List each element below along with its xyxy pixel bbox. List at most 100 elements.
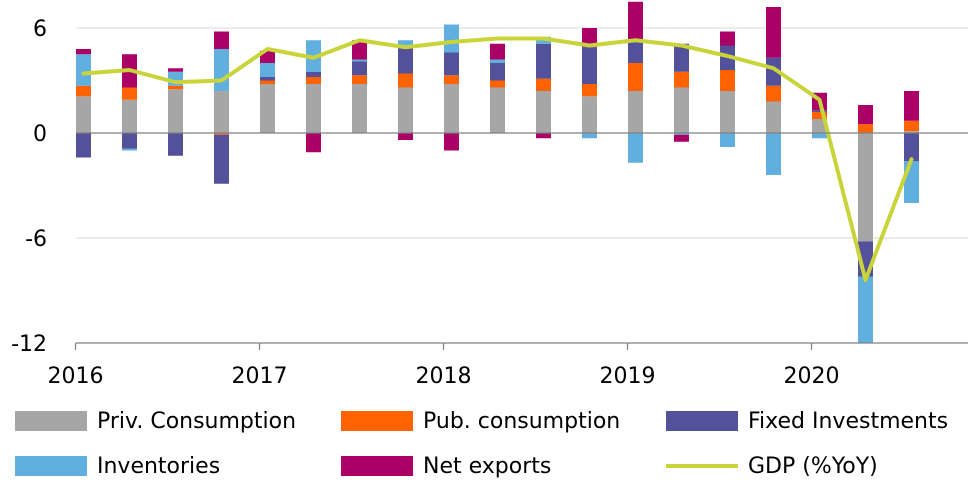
x-tick-label-2018: 2018 — [416, 364, 472, 389]
bar-segment-pub-consumption — [858, 124, 873, 133]
legend-swatch — [666, 411, 738, 431]
bar-segment-inventories — [720, 133, 735, 147]
bar-segment-inventories — [490, 59, 505, 63]
bar-segment-net-exports — [904, 91, 919, 121]
bar-segment-inventories — [766, 133, 781, 175]
y-tick-label: -6 — [25, 227, 47, 252]
bar-segment-pub-consumption — [674, 71, 689, 88]
y-tick-label: 6 — [33, 17, 47, 42]
bar-segment-inventories — [812, 133, 827, 139]
bar-segment-inventories — [214, 49, 229, 91]
bar-segment-fixed-investments — [76, 133, 91, 158]
legend-item-priv-consumption: Priv. Consumption — [15, 406, 296, 436]
bar-segment-fixed-investments — [352, 61, 367, 76]
bar-segment-inventories — [398, 40, 413, 48]
bar-segment-priv-consumption — [76, 96, 91, 133]
bar-segment-pub-consumption — [536, 78, 551, 91]
bar-segment-fixed-investments — [812, 110, 827, 112]
bar-segment-fixed-investments — [122, 133, 137, 149]
gridlines — [76, 27, 968, 344]
legend-item-pub-consumption: Pub. consumption — [341, 406, 620, 436]
bar-segment-fixed-investments — [582, 47, 597, 84]
bar-segment-priv-consumption — [214, 91, 229, 133]
bar-segment-net-exports — [720, 31, 735, 46]
legend-item-inventories: Inventories — [15, 451, 220, 481]
legend-item-net-exports: Net exports — [341, 451, 551, 481]
bar-segment-pub-consumption — [812, 112, 827, 119]
legend-line-swatch — [666, 464, 738, 468]
bar-segment-pub-consumption — [306, 77, 321, 84]
bar-segment-inventories — [674, 133, 689, 135]
bar-segment-net-exports — [674, 134, 689, 142]
bar-segment-priv-consumption — [168, 89, 183, 133]
bar-segment-priv-consumption — [352, 84, 367, 133]
stacked-bars — [76, 1, 919, 343]
gdp-line-layer — [81, 36, 914, 282]
bar-segment-priv-consumption — [260, 84, 275, 133]
bar-segment-pub-consumption — [352, 75, 367, 84]
legend-label: Inventories — [97, 453, 221, 479]
legend-item-gdp-yoy: GDP (%YoY) — [666, 451, 878, 481]
bar-segment-inventories — [628, 133, 643, 163]
bar-segment-priv-consumption — [536, 91, 551, 133]
bar-segment-priv-consumption — [904, 131, 919, 133]
bar-segment-pub-consumption — [582, 84, 597, 97]
bar-segment-inventories — [122, 148, 137, 151]
legend-label: Pub. consumption — [423, 408, 621, 434]
bar-segment-priv-consumption — [674, 87, 689, 133]
bar-segment-net-exports — [444, 133, 459, 151]
bar-segment-net-exports — [306, 133, 321, 153]
bar-segment-net-exports — [76, 49, 91, 55]
bar-segment-fixed-investments — [306, 71, 321, 77]
bar-segment-pub-consumption — [398, 73, 413, 88]
bar-segment-inventories — [582, 133, 597, 139]
bar-segment-fixed-investments — [260, 77, 275, 81]
bar-segment-pub-consumption — [720, 70, 735, 91]
bar-segment-net-exports — [168, 68, 183, 72]
bar-segment-net-exports — [398, 133, 413, 140]
bar-segment-pub-consumption — [214, 133, 229, 135]
bar-segment-priv-consumption — [766, 101, 781, 133]
y-tick-label: -12 — [11, 332, 47, 357]
bar-segment-net-exports — [858, 105, 873, 125]
axes — [74, 132, 968, 350]
bar-segment-priv-consumption — [306, 84, 321, 133]
legend-label: GDP (%YoY) — [748, 453, 878, 479]
bar-segment-pub-consumption — [444, 75, 459, 84]
legend-swatch — [341, 456, 413, 476]
x-tick-label-2017: 2017 — [232, 364, 288, 389]
bar-segment-fixed-investments — [398, 47, 413, 74]
bar-segment-fixed-investments — [444, 52, 459, 76]
bar-segment-pub-consumption — [260, 80, 275, 84]
bar-segment-fixed-investments — [628, 42, 643, 63]
bar-segment-pub-consumption — [122, 87, 137, 100]
bar-segment-net-exports — [582, 28, 597, 48]
bar-segment-priv-consumption — [628, 91, 643, 133]
bar-segment-inventories — [76, 54, 91, 86]
bar-segment-inventories — [904, 161, 919, 203]
bar-segment-fixed-investments — [168, 133, 183, 156]
bar-segment-pub-consumption — [766, 85, 781, 102]
bar-segment-pub-consumption — [904, 120, 919, 132]
bar-segment-fixed-investments — [766, 57, 781, 86]
bar-segment-inventories — [858, 276, 873, 343]
tick-labels: 2016 2017 2018 2019 2020 6 0 -6 -12 — [11, 17, 839, 389]
bar-segment-inventories — [352, 59, 367, 62]
bar-segment-priv-consumption — [720, 91, 735, 133]
gdp-contribution-chart: 2016 2017 2018 2019 2020 6 0 -6 -12 — [11, 1, 968, 389]
legend-swatch — [15, 411, 87, 431]
bar-segment-inventories — [260, 63, 275, 77]
bar-segment-pub-consumption — [168, 85, 183, 90]
bar-segment-fixed-investments — [214, 134, 229, 184]
bar-segment-inventories — [444, 24, 459, 53]
bar-segment-pub-consumption — [628, 63, 643, 91]
bar-segment-net-exports — [490, 43, 505, 60]
bar-segment-net-exports — [214, 31, 229, 49]
bar-segment-net-exports — [766, 7, 781, 58]
bar-segment-fixed-investments — [536, 43, 551, 79]
legend-swatch — [15, 456, 87, 476]
bar-segment-priv-consumption — [122, 99, 137, 133]
x-tick-label-2020: 2020 — [784, 364, 840, 389]
bar-segment-priv-consumption — [490, 87, 505, 133]
legend-swatch — [341, 411, 413, 431]
